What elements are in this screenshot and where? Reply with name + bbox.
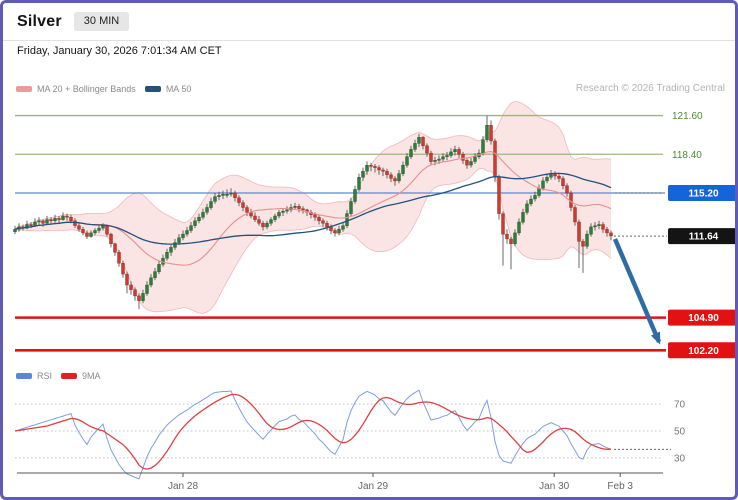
- ma50-line: [14, 172, 612, 245]
- ma50-swatch-icon: [144, 86, 161, 92]
- bollinger-band-area: [15, 101, 611, 314]
- rsi-swatch-icon: [16, 373, 32, 379]
- level-label-118.40: 118.40: [672, 150, 702, 161]
- symbol-title: Silver: [17, 12, 62, 30]
- svg-text:115.20: 115.20: [688, 189, 718, 200]
- attribution-text: Research © 2026 Trading Central: [575, 83, 725, 94]
- legend-item-9ma: 9MA: [61, 371, 101, 381]
- forecast-arrow: [612, 238, 662, 345]
- svg-text:102.20: 102.20: [688, 346, 719, 357]
- x-axis-label-Jan 28: Jan 28: [168, 481, 198, 492]
- bollinger-band-layer: [14, 101, 612, 314]
- timeframe-badge: 30 MIN: [73, 12, 130, 31]
- rsi-tick-label-30: 30: [674, 453, 686, 464]
- ma20-bollinger-swatch-icon: [16, 86, 32, 92]
- level-label-121.60: 121.60: [672, 111, 703, 122]
- legend-label: MA 50: [165, 84, 192, 94]
- report-datetime: Friday, January 30, 2026 7:01:34 AM CET: [17, 45, 222, 57]
- moving-averages-layer: [14, 151, 612, 266]
- legend-item-ma50: MA 50: [144, 84, 192, 94]
- forecast-layer: [612, 238, 662, 345]
- svg-text:104.90: 104.90: [688, 313, 719, 324]
- rsi-panel-layer: 70 50 30: [14, 389, 686, 480]
- legend-item-ma20-bollinger: MA 20 + Bollinger Bands: [16, 84, 136, 94]
- chart-svg: 121.60 118.40 115.20 104.90 102.20 111.64 70 50…: [13, 101, 735, 492]
- rsi-legend: RSI 9MA: [16, 371, 101, 381]
- rsi-9ma-line: [14, 393, 612, 470]
- x-axis-layer: Jan 28 Jan 29 Jan 30 Feb 3: [17, 472, 663, 492]
- legend-label: 9MA: [82, 371, 101, 381]
- level-lines-layer: [15, 114, 666, 352]
- legend-label: MA 20 + Bollinger Bands: [37, 84, 136, 94]
- level-label-box-115.20: [668, 185, 735, 201]
- x-axis-label-Feb 3: Feb 3: [607, 481, 633, 492]
- last-price-box: [668, 228, 735, 245]
- bollinger-lower-line: [14, 167, 612, 314]
- bollinger-upper-line: [14, 101, 612, 230]
- last-price-layer: 111.64: [614, 228, 735, 245]
- level-label-box-102.20: [668, 342, 735, 359]
- candles-layer: [13, 115, 613, 310]
- legend-label: RSI: [37, 371, 53, 381]
- rsi-9ma-swatch-icon: [61, 373, 78, 379]
- level-label-box-104.90: [668, 309, 735, 326]
- legend-item-rsi: RSI: [16, 371, 52, 381]
- svg-text:111.64: 111.64: [689, 232, 719, 243]
- rsi-tick-label-70: 70: [674, 400, 686, 411]
- rsi-tick-label-50: 50: [674, 427, 686, 438]
- ma20-line: [14, 151, 612, 266]
- x-axis-label-Jan 30: Jan 30: [539, 481, 569, 492]
- rsi-line: [14, 389, 612, 480]
- header: Silver 30 MIN: [3, 3, 735, 41]
- x-axis-label-Jan 29: Jan 29: [358, 481, 388, 492]
- price-chart-legend: MA 20 + Bollinger Bands MA 50: [16, 84, 191, 94]
- level-labels-layer: 121.60 118.40 115.20 104.90 102.20: [615, 111, 735, 359]
